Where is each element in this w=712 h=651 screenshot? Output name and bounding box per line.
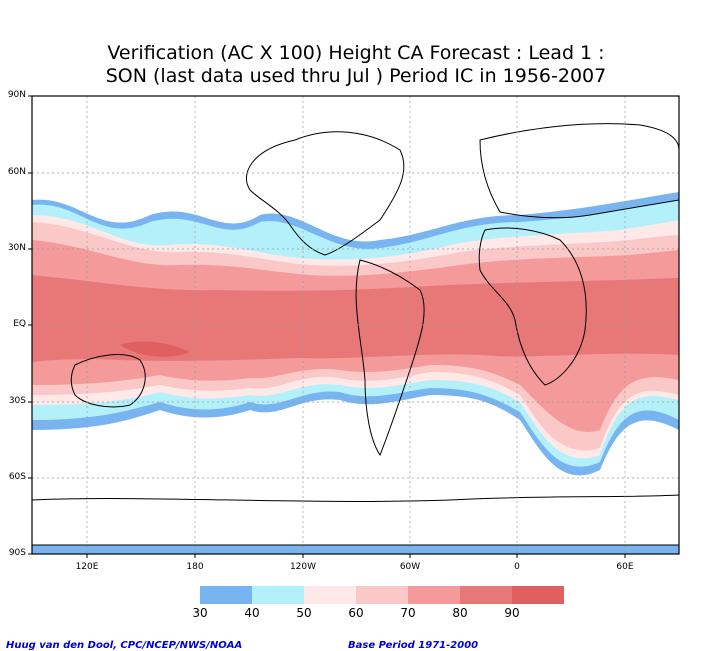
lat-label-eq: EQ xyxy=(13,319,26,329)
legend-swatch xyxy=(252,586,304,604)
axis-ticks xyxy=(28,95,626,558)
legend-label-90: 90 xyxy=(504,606,520,620)
lon-label-120e: 120E xyxy=(75,562,99,572)
lon-label-60e: 60E xyxy=(616,562,634,572)
lat-label-60n: 60N xyxy=(7,167,26,177)
lat-label-90s: 90S xyxy=(8,548,26,558)
lat-label-30s: 30S xyxy=(8,396,26,406)
lat-label-90n: 90N xyxy=(7,90,26,100)
credit-author: Huug van den Dool, CPC/NCEP/NWS/NOAA xyxy=(6,640,243,651)
lon-label-0: 0 xyxy=(514,562,520,572)
lat-label-30n: 30N xyxy=(7,243,26,253)
chart-title-line2: SON (last data used thru Jul ) Period IC… xyxy=(105,65,607,87)
legend-swatch xyxy=(512,586,564,604)
legend-label-60: 60 xyxy=(348,606,364,620)
skill-band-antarctic xyxy=(32,545,679,554)
lon-label-120w: 120W xyxy=(289,562,317,572)
legend-swatch xyxy=(408,586,460,604)
skill-band-90 xyxy=(120,341,190,357)
lat-label-60s: 60S xyxy=(8,472,26,482)
coastlines xyxy=(32,123,679,546)
credit-base-period: Base Period 1971-2000 xyxy=(348,640,479,651)
lon-label-60w: 60W xyxy=(399,562,421,572)
legend-label-40: 40 xyxy=(244,606,260,620)
legend-swatch xyxy=(200,586,252,604)
legend-label-80: 80 xyxy=(452,606,468,620)
legend-swatch xyxy=(460,586,512,604)
legend-swatch xyxy=(304,586,356,604)
legend-label-70: 70 xyxy=(400,606,416,620)
chart-title-line1: Verification (AC X 100) Height CA Foreca… xyxy=(107,42,605,64)
legend-label-50: 50 xyxy=(296,606,312,620)
legend-label-30: 30 xyxy=(192,606,208,620)
lon-label-180: 180 xyxy=(186,562,204,572)
graticule xyxy=(32,96,679,554)
color-legend xyxy=(200,586,564,604)
legend-swatch xyxy=(356,586,408,604)
